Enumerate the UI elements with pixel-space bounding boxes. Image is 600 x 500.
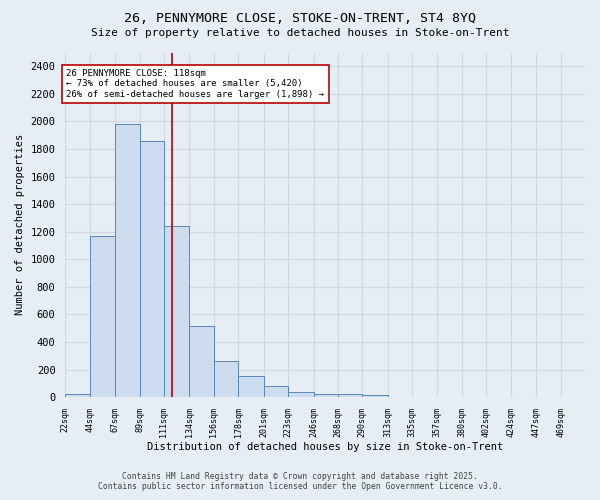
Y-axis label: Number of detached properties: Number of detached properties — [15, 134, 25, 316]
Bar — [115, 124, 140, 397]
Bar — [314, 394, 338, 397]
Bar — [362, 395, 388, 397]
Bar — [338, 394, 362, 397]
Bar — [214, 360, 238, 397]
Bar — [412, 396, 437, 397]
Bar — [190, 326, 214, 397]
Text: 26, PENNYMORE CLOSE, STOKE-ON-TRENT, ST4 8YQ: 26, PENNYMORE CLOSE, STOKE-ON-TRENT, ST4… — [124, 12, 476, 26]
Bar — [89, 236, 115, 397]
Bar — [263, 386, 288, 397]
Text: Contains HM Land Registry data © Crown copyright and database right 2025.
Contai: Contains HM Land Registry data © Crown c… — [98, 472, 502, 491]
Text: Size of property relative to detached houses in Stoke-on-Trent: Size of property relative to detached ho… — [91, 28, 509, 38]
Bar — [65, 394, 89, 397]
Bar — [288, 392, 314, 397]
Bar — [140, 140, 164, 397]
Bar — [164, 226, 190, 397]
Text: 26 PENNYMORE CLOSE: 118sqm
← 73% of detached houses are smaller (5,420)
26% of s: 26 PENNYMORE CLOSE: 118sqm ← 73% of deta… — [67, 69, 325, 99]
Bar — [388, 396, 412, 397]
X-axis label: Distribution of detached houses by size in Stoke-on-Trent: Distribution of detached houses by size … — [147, 442, 503, 452]
Bar — [238, 376, 263, 397]
